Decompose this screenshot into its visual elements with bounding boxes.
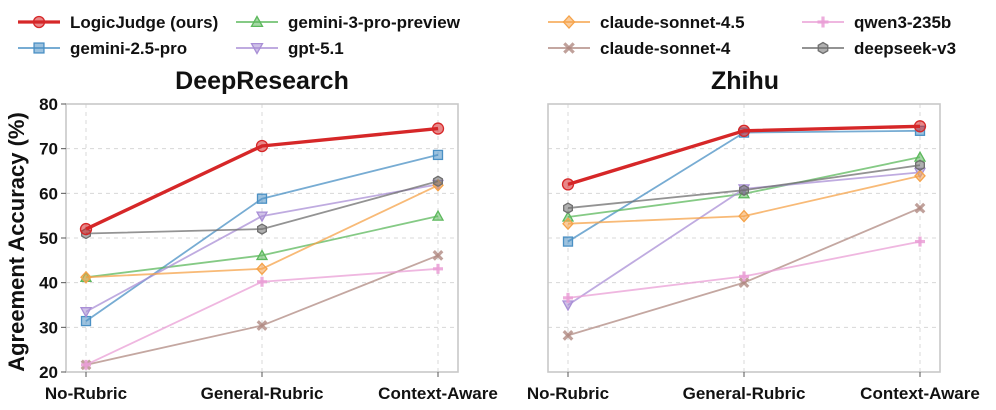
data-point (562, 236, 574, 247)
legend-item-deepseek-v3: deepseek-v3 (802, 39, 956, 58)
data-point (739, 271, 749, 282)
y-tick-label: 30 (39, 318, 58, 337)
data-point (563, 202, 573, 214)
data-point (739, 184, 749, 196)
legend-label: qwen3-235b (854, 13, 951, 32)
legend-item-gemini-2-5-pro: gemini-2.5-pro (18, 39, 187, 58)
data-point (562, 329, 574, 341)
data-point (257, 276, 267, 287)
legend-label: gpt-5.1 (288, 39, 344, 58)
legend-item-gpt-5-1: gpt-5.1 (236, 39, 344, 58)
data-point (432, 149, 444, 161)
x-tick-label-no-rubric: No-Rubric (45, 384, 127, 403)
data-point (257, 223, 267, 235)
legend-item-claude-sonnet-4: claude-sonnet-4 (548, 39, 731, 58)
series-logicjudge-ours (79, 122, 445, 236)
data-point (79, 222, 93, 236)
data-point (256, 320, 268, 331)
data-point (256, 262, 268, 276)
series-claude-sonnet-4 (80, 250, 444, 371)
x-tick-label-no-rubric: No-Rubric (527, 384, 609, 403)
data-point (914, 202, 926, 214)
data-point (81, 359, 91, 370)
panel-zhihu: Zhihu No-Rubric General-Rubric Context-Awa… (527, 67, 980, 403)
y-tick-label: 20 (39, 363, 58, 382)
y-tick-label: 40 (39, 274, 58, 293)
data-point (561, 178, 575, 191)
y-tick-label: 60 (39, 184, 58, 203)
data-point (913, 120, 927, 133)
data-point (738, 209, 750, 223)
data-point (80, 270, 92, 284)
data-point (431, 209, 445, 221)
grid (548, 103, 940, 373)
y-tick-label: 50 (39, 229, 58, 248)
y-axis-label: Agreement Accuracy (%) (4, 112, 29, 372)
legend-marker (250, 42, 264, 55)
series-qwen3-235b (563, 236, 925, 303)
data-point (915, 236, 925, 247)
data-point (431, 122, 445, 135)
legend-label: gemini-3-pro-preview (288, 13, 461, 32)
series-claude-sonnet-4 (562, 202, 926, 341)
data-point (255, 211, 269, 223)
legend-item-gemini-3-pro-preview: gemini-3-pro-preview (236, 13, 461, 32)
legend-label: claude-sonnet-4 (600, 39, 731, 58)
x-tick-label-general-rubric: General-Rubric (201, 384, 324, 403)
legend-marker (250, 15, 264, 28)
data-point (914, 169, 926, 183)
legend-item-claude-sonnet-4-5: claude-sonnet-4.5 (548, 13, 745, 32)
y-tick-label: 70 (39, 140, 58, 159)
panel-deepresearch: DeepResearch Agreement Accuracy (%) 20 30… (4, 67, 498, 403)
data-point (255, 249, 269, 261)
legend-item-qwen3-235b: qwen3-235b (802, 13, 951, 32)
data-point (433, 175, 443, 188)
legend-label: gemini-2.5-pro (70, 39, 187, 58)
legend-item-logicjudge-ours: LogicJudge (ours) (18, 13, 218, 32)
data-point (563, 292, 573, 303)
legend-marker (562, 14, 576, 30)
legend-marker (563, 42, 575, 54)
legend-label: claude-sonnet-4.5 (600, 13, 745, 32)
legend-marker (817, 41, 829, 55)
series-qwen3-235b (81, 263, 443, 370)
series-logicjudge-ours (561, 120, 927, 191)
data-point (255, 139, 269, 153)
data-point (737, 124, 751, 137)
series-claude-sonnet-4-5 (562, 169, 926, 231)
x-tick-label-context-aware: Context-Aware (378, 384, 498, 403)
y-tick-label: 80 (39, 95, 58, 114)
data-point (562, 217, 574, 231)
panel-title-zhihu: Zhihu (711, 67, 779, 95)
series-deepseek-v3 (563, 159, 925, 214)
legend-marker (32, 15, 46, 29)
legend-marker (33, 42, 45, 54)
legend-marker (817, 16, 829, 28)
legend-label: deepseek-v3 (854, 39, 956, 58)
x-tick-label-context-aware: Context-Aware (860, 384, 980, 403)
x-tick-label-general-rubric: General-Rubric (683, 384, 806, 403)
data-point (432, 250, 444, 261)
legend-label: LogicJudge (ours) (70, 13, 218, 32)
legend: LogicJudge (ours) gemini-2.5-pro gemini-3-… (18, 13, 956, 58)
data-point (433, 263, 443, 274)
data-point (79, 307, 93, 319)
data-point (915, 159, 925, 171)
data-point (256, 193, 268, 204)
data-point (738, 277, 750, 289)
panel-title-deepresearch: DeepResearch (175, 67, 349, 95)
